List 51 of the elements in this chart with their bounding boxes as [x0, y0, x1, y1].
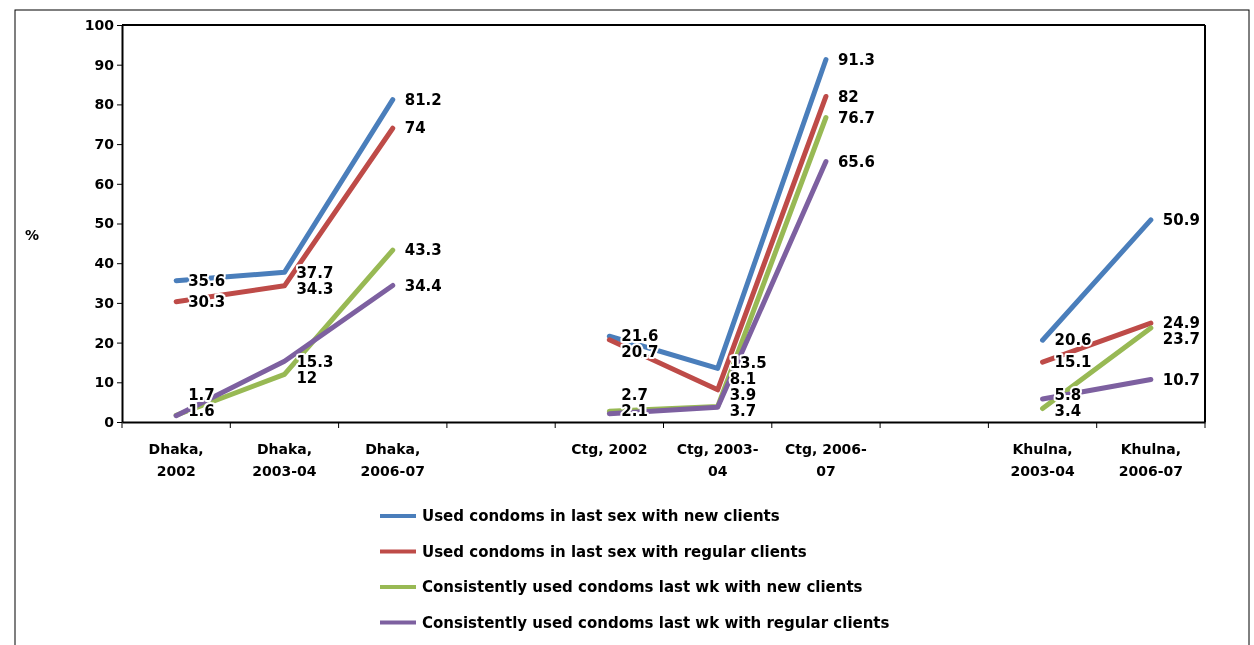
x-tick-label: Ctg, 2003-04	[676, 441, 759, 479]
x-tick-label: Dhaka, 2002	[148, 441, 204, 479]
y-tick-label: 20	[94, 334, 115, 351]
data-label: 74	[404, 119, 426, 138]
data-label: 76.7	[837, 108, 875, 127]
legend-label: Consistently used condoms last wk with new clients	[422, 578, 863, 597]
data-label: 43.3	[404, 241, 442, 260]
legend-label: Used condoms in last sex with regular clients	[422, 542, 807, 561]
data-label: 37.7	[296, 263, 334, 282]
data-label: 21.6	[621, 327, 659, 346]
x-tick-label: Khulna, 2006-07	[1118, 441, 1183, 479]
data-label: 23.7	[1162, 330, 1200, 349]
data-label: 15.3	[296, 352, 334, 371]
data-label: 50.9	[1162, 211, 1200, 230]
y-tick-label: 50	[94, 215, 115, 232]
y-axis-title: %	[24, 227, 40, 243]
x-tick-label: Dhaka, 2006-07	[360, 441, 425, 479]
y-tick-label: 0	[104, 413, 115, 430]
data-label: 35.6	[188, 271, 226, 290]
data-label: 81.2	[404, 90, 442, 109]
x-tick-label: Khulna, 2003-04	[1010, 441, 1075, 479]
data-label: 2.7	[621, 386, 648, 405]
y-tick-label: 40	[94, 255, 115, 272]
y-tick-label: 10	[94, 374, 115, 391]
data-label: 20.6	[1054, 331, 1092, 350]
data-label: 1.7	[188, 386, 215, 405]
y-tick-label: 90	[94, 56, 115, 73]
data-label: 82	[837, 87, 859, 106]
y-tick-label: 70	[94, 136, 115, 153]
legend-label: Used condoms in last sex with new clients	[422, 507, 780, 526]
legend-label: Consistently used condoms last wk with regular clients	[422, 613, 890, 632]
data-label: 3.9	[729, 386, 757, 405]
y-tick-label: 100	[84, 16, 115, 33]
data-label: 65.6	[837, 152, 875, 171]
data-label: 3.4	[1054, 402, 1082, 421]
data-label: 15.1	[1054, 353, 1092, 372]
data-label: 34.3	[296, 279, 334, 298]
x-tick-label: Ctg, 2002	[571, 441, 648, 457]
x-tick-label: Dhaka, 2003-04	[252, 441, 317, 479]
data-label: 24.9	[1162, 314, 1200, 333]
data-label: 12	[296, 368, 318, 387]
data-label: 91.3	[837, 50, 875, 69]
y-tick-label: 30	[94, 294, 115, 311]
y-tick-label: 80	[94, 96, 115, 113]
data-label: 10.7	[1162, 370, 1200, 389]
data-label: 3.7	[729, 402, 757, 421]
data-label: 1.6	[188, 402, 215, 421]
data-label: 34.4	[404, 276, 442, 295]
data-label: 8.1	[729, 370, 757, 389]
y-tick-label: 60	[94, 175, 115, 192]
x-tick-label: Ctg, 2006-07	[784, 441, 868, 479]
